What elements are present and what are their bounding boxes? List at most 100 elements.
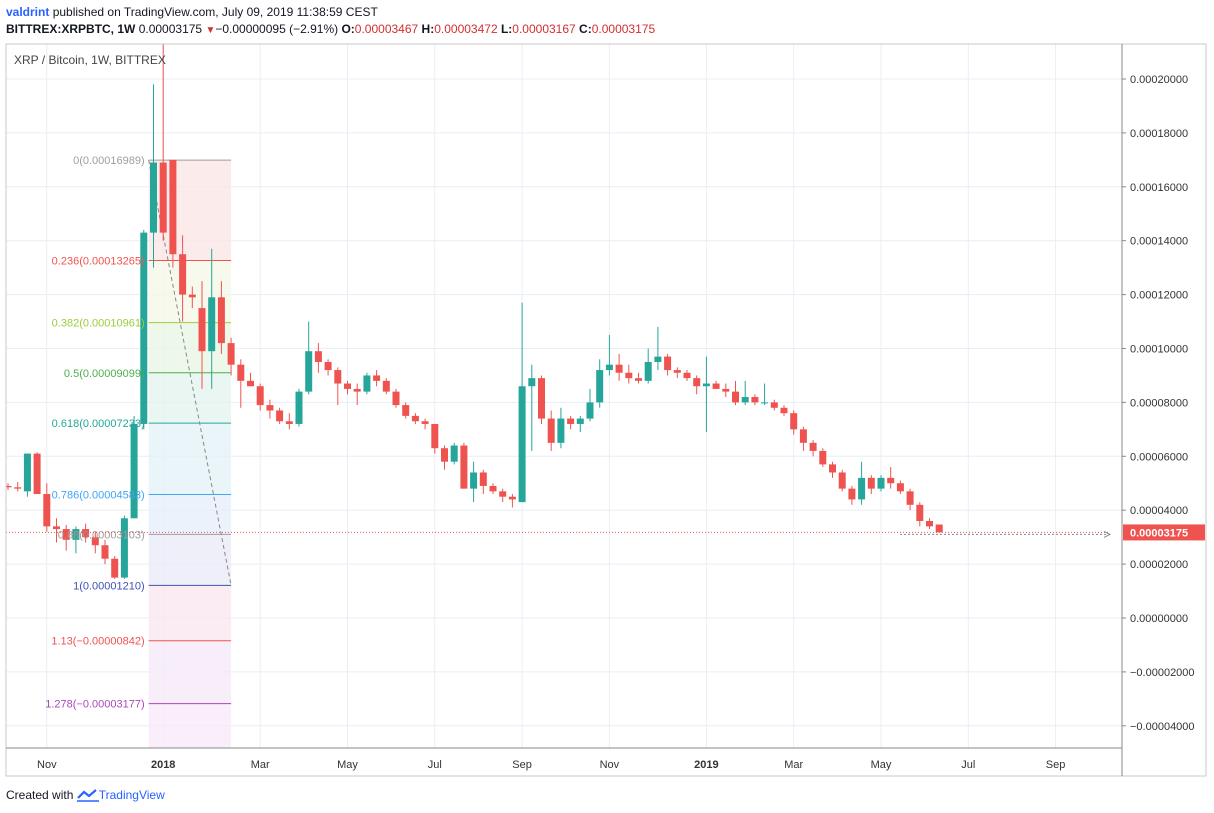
candle-body[interactable] <box>324 361 332 371</box>
candle-body[interactable] <box>508 496 516 500</box>
candle-body[interactable] <box>489 485 497 492</box>
candle-body[interactable] <box>547 418 555 443</box>
candle-body[interactable] <box>470 472 478 489</box>
candle-body[interactable] <box>431 423 439 449</box>
candle-body[interactable] <box>654 356 662 362</box>
price-chart[interactable]: 0(0.00016989) 0.236(0.00013265) 0.382(0.00… <box>0 0 1214 780</box>
candle-body[interactable] <box>935 524 943 533</box>
candle-body[interactable] <box>557 418 565 443</box>
candle-body[interactable] <box>596 370 604 403</box>
candle-body[interactable] <box>217 297 225 344</box>
candle-body[interactable] <box>227 343 235 365</box>
candle-body[interactable] <box>761 402 769 404</box>
candle-body[interactable] <box>450 445 458 462</box>
candle-body[interactable] <box>538 378 545 419</box>
candle-body[interactable] <box>896 483 904 492</box>
candle-body[interactable] <box>926 520 933 527</box>
candle-body[interactable] <box>819 450 827 465</box>
candle-body[interactable] <box>518 386 526 503</box>
candle-body[interactable] <box>402 405 410 416</box>
candle-body[interactable] <box>702 383 710 387</box>
candle-body[interactable] <box>732 391 739 403</box>
candle-body[interactable] <box>635 378 642 381</box>
candle-body[interactable] <box>780 407 788 414</box>
candle-body[interactable] <box>625 372 633 379</box>
candle-body[interactable] <box>130 423 138 519</box>
candle-body[interactable] <box>916 504 924 521</box>
tradingview-brand[interactable]: TradingView <box>98 788 165 802</box>
candle-body[interactable] <box>421 421 429 424</box>
candle-body[interactable] <box>499 491 507 497</box>
candle-body[interactable] <box>528 378 536 387</box>
candle-body[interactable] <box>664 356 672 371</box>
candle-body[interactable] <box>256 386 264 406</box>
candle-body[interactable] <box>673 370 681 373</box>
candle-body[interactable] <box>576 418 584 424</box>
candle-body[interactable] <box>159 162 167 233</box>
candle-body[interactable] <box>150 162 157 233</box>
candle-body[interactable] <box>722 388 730 392</box>
candle-body[interactable] <box>770 402 778 408</box>
candle-body[interactable] <box>877 477 885 489</box>
candle-body[interactable] <box>441 448 448 462</box>
tradingview-logo-icon[interactable] <box>76 788 99 805</box>
candle-body[interactable] <box>198 308 206 352</box>
candle-body[interactable] <box>799 429 807 443</box>
candle-body[interactable] <box>858 477 866 500</box>
candle-body[interactable] <box>72 529 80 540</box>
candle-body[interactable] <box>266 405 274 411</box>
candle-body[interactable] <box>208 297 216 352</box>
candle-body[interactable] <box>314 351 322 362</box>
candle-body[interactable] <box>460 445 468 489</box>
candle-body[interactable] <box>353 388 361 392</box>
candle-body[interactable] <box>344 383 351 389</box>
candle-body[interactable] <box>33 453 41 495</box>
candle-body[interactable] <box>906 491 914 505</box>
candle-body[interactable] <box>53 526 60 530</box>
candle-body[interactable] <box>887 477 895 484</box>
candle-body[interactable] <box>285 421 293 424</box>
candle-body[interactable] <box>140 232 148 424</box>
candle-body[interactable] <box>43 494 51 527</box>
candle-body[interactable] <box>790 413 798 430</box>
author-name[interactable]: valdrint <box>6 5 50 19</box>
candle-body[interactable] <box>479 472 487 486</box>
candle-body[interactable] <box>751 397 759 403</box>
candle-body[interactable] <box>295 391 303 424</box>
candle-body[interactable] <box>615 364 623 373</box>
candle-body[interactable] <box>605 364 613 371</box>
candle-body[interactable] <box>179 254 187 295</box>
candle-body[interactable] <box>120 518 128 578</box>
candle-body[interactable] <box>363 375 371 392</box>
candle-body[interactable] <box>91 537 99 546</box>
candle-body[interactable] <box>14 487 22 489</box>
candle-body[interactable] <box>5 485 12 488</box>
candle-body[interactable] <box>392 391 400 406</box>
candle-body[interactable] <box>82 529 90 538</box>
candle-body[interactable] <box>247 380 254 387</box>
candle-body[interactable] <box>334 370 342 384</box>
candle-body[interactable] <box>644 361 652 381</box>
candle-body[interactable] <box>305 351 313 392</box>
candle-body[interactable] <box>567 418 575 424</box>
candle-body[interactable] <box>62 529 70 540</box>
candle-body[interactable] <box>848 488 856 500</box>
candle-body[interactable] <box>111 558 119 578</box>
fib-retracement[interactable] <box>148 159 232 748</box>
candle-body[interactable] <box>586 402 594 419</box>
candle-body[interactable] <box>411 415 419 422</box>
candle-body[interactable] <box>838 472 846 489</box>
candle-body[interactable] <box>693 378 701 387</box>
candle-body[interactable] <box>237 364 245 381</box>
candle-body[interactable] <box>683 372 691 379</box>
candle-body[interactable] <box>373 375 381 381</box>
candle-body[interactable] <box>741 397 749 403</box>
candle-body[interactable] <box>867 477 875 489</box>
candle-body[interactable] <box>809 442 817 451</box>
candle-body[interactable] <box>169 159 177 255</box>
candle-body[interactable] <box>188 294 196 298</box>
candle-body[interactable] <box>829 464 836 473</box>
candle-body[interactable] <box>712 383 720 389</box>
candle-body[interactable] <box>23 453 31 492</box>
candle-body[interactable] <box>101 545 109 559</box>
